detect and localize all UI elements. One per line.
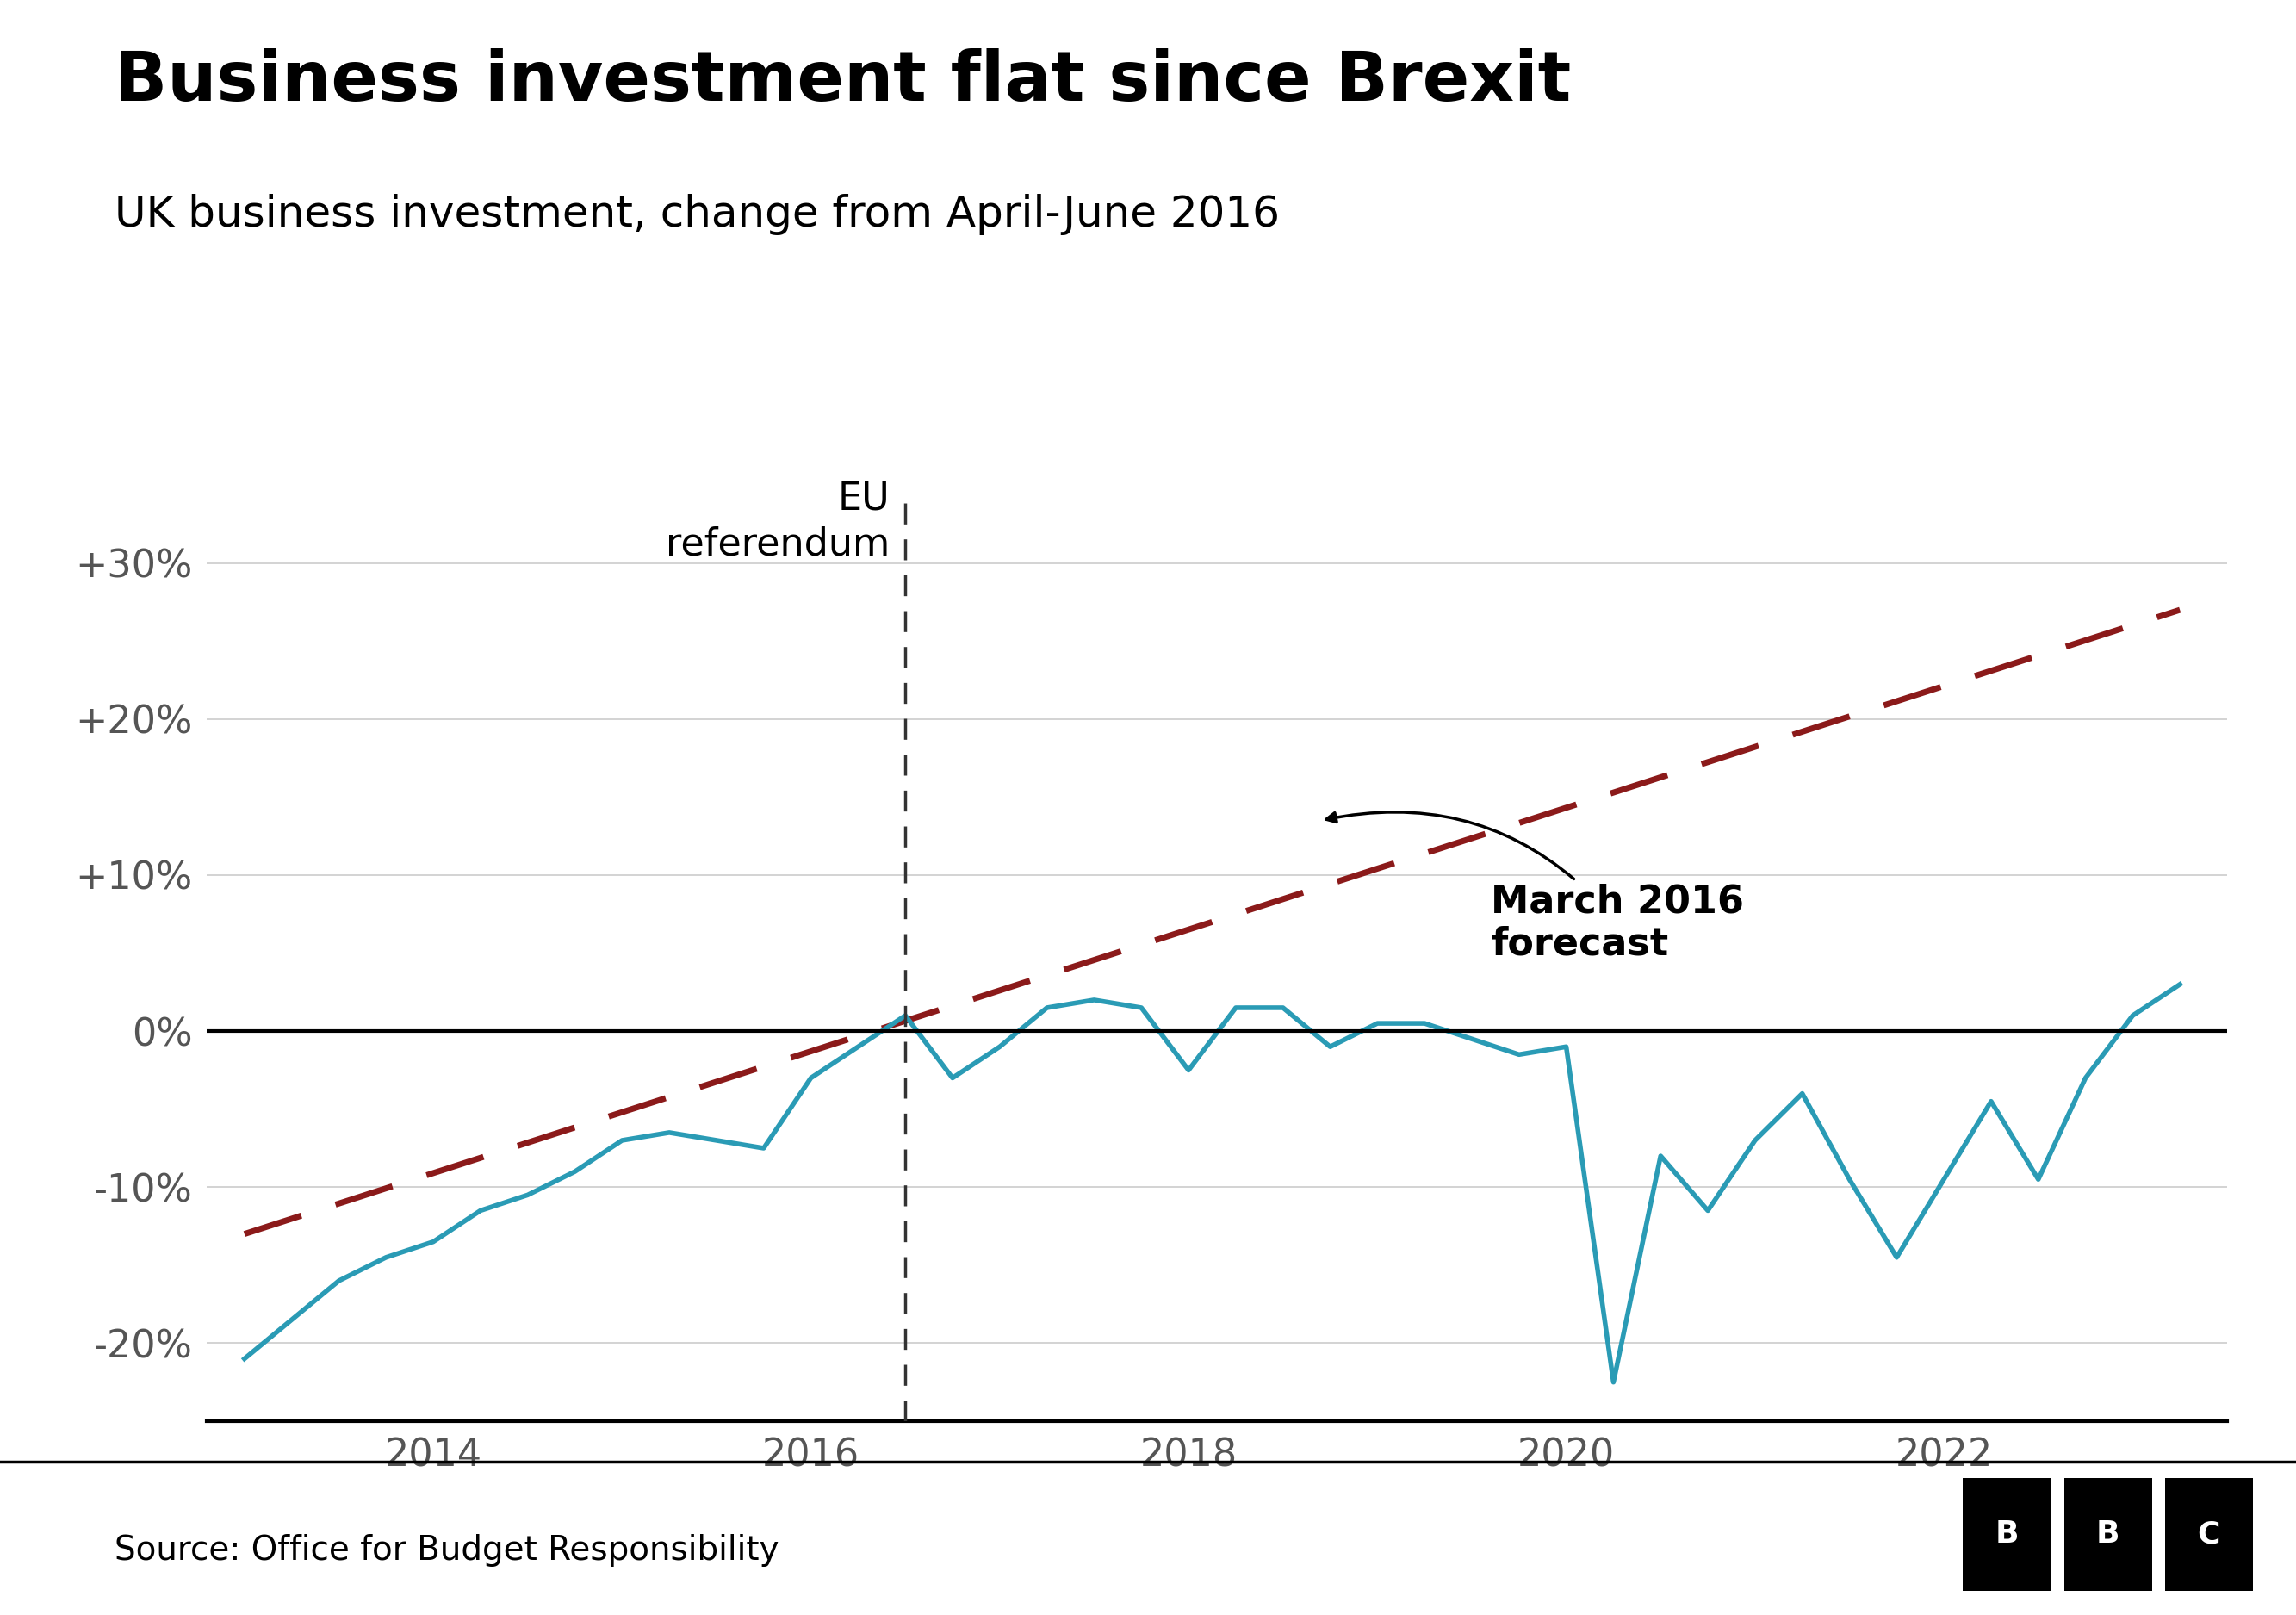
Text: B: B	[1995, 1520, 2018, 1549]
FancyBboxPatch shape	[2064, 1478, 2151, 1591]
Text: March 2016
forecast: March 2016 forecast	[1327, 812, 1745, 963]
FancyBboxPatch shape	[1963, 1478, 2050, 1591]
Text: B: B	[2096, 1520, 2119, 1549]
Text: Source: Office for Budget Responsibility: Source: Office for Budget Responsibility	[115, 1534, 778, 1567]
Text: Business investment flat since Brexit: Business investment flat since Brexit	[115, 48, 1570, 116]
Text: UK business investment, change from April-June 2016: UK business investment, change from Apri…	[115, 194, 1281, 236]
Text: EU
referendum: EU referendum	[666, 480, 891, 564]
FancyBboxPatch shape	[2165, 1478, 2252, 1591]
Text: C: C	[2197, 1520, 2220, 1549]
